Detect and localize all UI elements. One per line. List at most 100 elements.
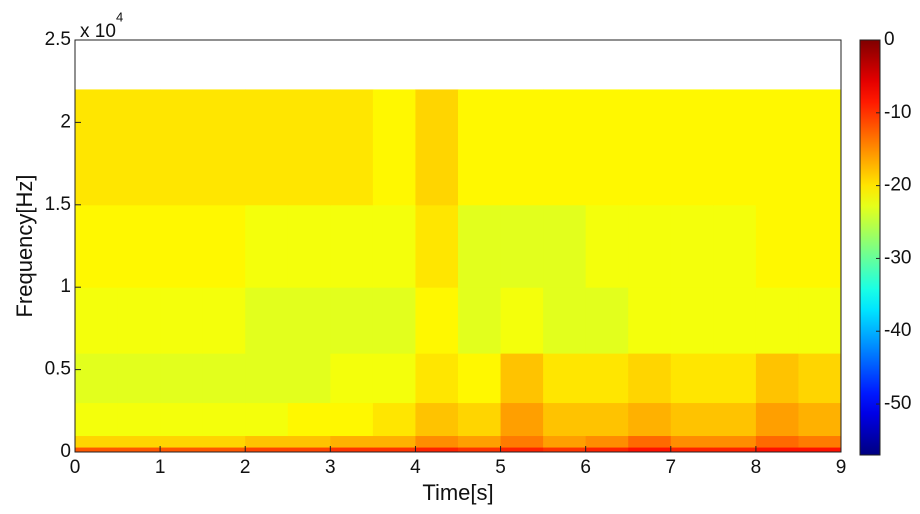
spectrogram-cell xyxy=(117,287,161,354)
spectrogram-cell xyxy=(543,353,587,404)
spectrogram-cell xyxy=(628,435,672,448)
spectrogram-cell xyxy=(543,287,587,354)
spectrogram-cell xyxy=(713,353,757,404)
spectrogram-cell xyxy=(330,287,374,354)
spectrogram-cell xyxy=(628,287,672,354)
spectrogram-cell xyxy=(670,204,714,288)
spectrogram-cell xyxy=(160,402,204,437)
spectrogram-cell xyxy=(160,435,204,448)
spectrogram-cell xyxy=(713,447,757,453)
spectrogram-cell xyxy=(245,353,289,404)
spectrogram-cell xyxy=(160,447,204,453)
spectrogram-cell xyxy=(117,89,161,206)
y-tick-label: 2.5 xyxy=(45,29,71,50)
spectrogram-cell xyxy=(500,353,544,404)
spectrogram-cell xyxy=(202,402,246,437)
spectrogram-cell xyxy=(75,447,119,453)
spectrogram-cell xyxy=(798,435,842,448)
colorbar-tick-label: -30 xyxy=(884,247,911,268)
spectrogram-cell xyxy=(75,435,119,448)
spectrogram-cell xyxy=(670,435,714,448)
x-tick-label: 7 xyxy=(665,457,676,478)
spectrogram-cell xyxy=(500,447,544,453)
spectrogram-cell xyxy=(713,89,757,206)
spectrogram-cell xyxy=(330,435,374,448)
spectrogram-cell xyxy=(330,402,374,437)
spectrogram-cell xyxy=(287,402,331,437)
spectrogram-cell xyxy=(330,353,374,404)
spectrogram-cell xyxy=(543,204,587,288)
x-tick-label: 9 xyxy=(836,457,847,478)
spectrogram-cell xyxy=(245,204,289,288)
spectrogram-cell xyxy=(75,353,119,404)
spectrogram-cell xyxy=(245,89,289,206)
spectrogram-cell xyxy=(798,447,842,453)
spectrogram-cell xyxy=(755,353,799,404)
spectrogram-cell xyxy=(75,287,119,354)
spectrogram-cell xyxy=(458,204,502,288)
spectrogram-cell xyxy=(330,447,374,453)
spectrogram-cell xyxy=(798,402,842,437)
spectrogram-cell xyxy=(75,204,119,288)
spectrogram-cell xyxy=(585,353,629,404)
colorbar-tick-label: -40 xyxy=(884,320,911,341)
spectrogram-cell xyxy=(798,89,842,206)
spectrogram-cell xyxy=(330,204,374,288)
spectrogram-cell xyxy=(585,287,629,354)
spectrogram-cell xyxy=(202,353,246,404)
spectrogram-cell xyxy=(713,402,757,437)
spectrogram-cell xyxy=(628,402,672,437)
spectrogram-cell xyxy=(755,435,799,448)
spectrogram-cell xyxy=(372,89,416,206)
spectrogram-cell xyxy=(415,402,459,437)
spectrogram-cell xyxy=(798,353,842,404)
spectrogram-cell xyxy=(755,447,799,453)
y-tick-label: 0 xyxy=(60,441,71,462)
spectrogram-cell xyxy=(75,402,119,437)
x-tick-label: 2 xyxy=(240,457,251,478)
colorbar-tick-label: -50 xyxy=(884,393,911,414)
spectrogram-cell xyxy=(585,435,629,448)
spectrogram-cell xyxy=(543,402,587,437)
spectrogram-cell xyxy=(628,447,672,453)
spectrogram-cell xyxy=(500,89,544,206)
spectrogram-cell xyxy=(755,204,799,288)
colorbar-tick-label: 0 xyxy=(884,29,895,50)
y-tick-label: 1.5 xyxy=(45,194,71,215)
x-tick-label: 3 xyxy=(325,457,336,478)
spectrogram-cell xyxy=(585,447,629,453)
x-tick-label: 4 xyxy=(410,457,421,478)
spectrogram-cell xyxy=(458,287,502,354)
y-multiplier: x 10 xyxy=(80,21,116,42)
spectrogram-cell xyxy=(670,353,714,404)
spectrogram-cell xyxy=(117,204,161,288)
spectrogram-cell xyxy=(117,402,161,437)
spectrogram-cell xyxy=(543,447,587,453)
spectrogram-cell xyxy=(117,435,161,448)
spectrogram-cell xyxy=(500,402,544,437)
spectrogram-cell xyxy=(287,204,331,288)
spectrogram-cell xyxy=(415,204,459,288)
plot-frame xyxy=(74,39,842,453)
spectrogram-cell xyxy=(287,287,331,354)
spectrogram-cell xyxy=(585,402,629,437)
spectrogram-cell xyxy=(458,435,502,448)
colorbar-tick-label: -20 xyxy=(884,175,911,196)
spectrogram-cell xyxy=(202,435,246,448)
spectrogram-cell xyxy=(202,204,246,288)
x-tick-label: 6 xyxy=(580,457,591,478)
spectrogram-cell xyxy=(287,447,331,453)
spectrogram-cell xyxy=(500,287,544,354)
spectrogram-cell xyxy=(415,287,459,354)
spectrogram-cell xyxy=(670,287,714,354)
spectrogram-cell xyxy=(415,435,459,448)
spectrogram-cell xyxy=(500,204,544,288)
spectrogram-cell xyxy=(670,402,714,437)
spectrogram-cell xyxy=(628,204,672,288)
y-axis-label: Frequency[Hz] xyxy=(12,174,37,317)
spectrogram-cell xyxy=(755,402,799,437)
spectrogram-cell xyxy=(245,402,289,437)
spectrogram-cell xyxy=(628,353,672,404)
x-axis-label: Time[s] xyxy=(422,480,493,505)
